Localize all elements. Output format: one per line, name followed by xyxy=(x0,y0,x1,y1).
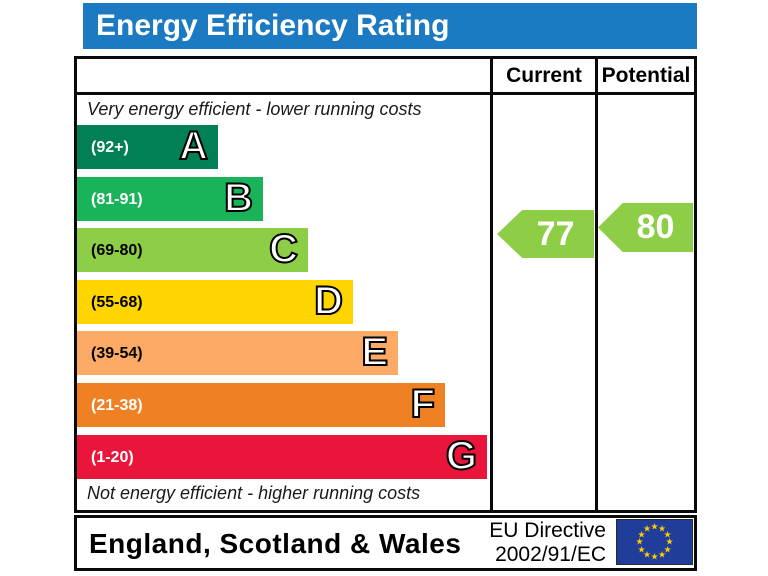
region-label: England, Scotland & Wales xyxy=(89,528,462,559)
column-divider-current xyxy=(490,59,493,510)
band-e-range: (39-54) xyxy=(91,345,143,362)
eu-directive-line2: 2002/91/EC xyxy=(495,543,606,566)
eu-star-icon: ★ xyxy=(642,523,652,534)
eu-star-icon: ★ xyxy=(650,551,659,562)
eu-star-icon: ★ xyxy=(665,536,674,547)
eu-star-icon: ★ xyxy=(635,536,644,547)
band-e-letter: E xyxy=(360,329,389,375)
column-divider-potential xyxy=(595,59,598,510)
band-b-range: (81-91) xyxy=(91,191,143,208)
band-e: (39-54) E xyxy=(77,329,398,375)
band-a-letter: A xyxy=(178,123,209,169)
page-title: Energy Efficiency Rating xyxy=(83,3,697,49)
eu-star-icon: ★ xyxy=(663,544,672,554)
band-f-range: (21-38) xyxy=(91,397,143,414)
eu-directive-label: EU Directive 2002/91/EC xyxy=(489,519,606,567)
eu-star-icon: ★ xyxy=(642,549,652,560)
eu-star-icon: ★ xyxy=(657,549,667,560)
band-c-range: (69-80) xyxy=(91,242,143,259)
band-d-letter: D xyxy=(313,278,344,324)
band-c: (69-80) C xyxy=(77,226,308,272)
band-f: (21-38) F xyxy=(77,381,445,427)
footer: England, Scotland & Wales EU Directive 2… xyxy=(74,515,697,571)
band-d-range: (55-68) xyxy=(91,294,143,311)
band-g-range: (1-20) xyxy=(91,449,134,466)
rating-table: Current Potential Very energy efficient … xyxy=(74,56,697,513)
caption-not-efficient: Not energy efficient - higher running co… xyxy=(87,483,421,503)
band-a-range: (92+) xyxy=(91,139,129,156)
eu-directive-line1: EU Directive xyxy=(489,519,606,542)
band-b-letter: B xyxy=(223,175,254,221)
potential-rating-value: 80 xyxy=(636,208,675,246)
header-divider xyxy=(77,92,694,95)
band-g: (1-20) G xyxy=(77,433,487,479)
eu-star-icon: ★ xyxy=(650,521,659,532)
potential-column-header: Potential xyxy=(601,64,691,87)
eu-star-icon: ★ xyxy=(663,529,672,539)
band-g-letter: G xyxy=(445,433,478,479)
current-rating-value: 77 xyxy=(536,214,575,253)
current-column-header: Current xyxy=(506,64,582,87)
band-d: (55-68) D xyxy=(77,278,353,324)
band-c-letter: C xyxy=(268,226,299,272)
eu-star-icon: ★ xyxy=(637,544,646,554)
eu-star-icon: ★ xyxy=(657,523,667,534)
band-f-letter: F xyxy=(410,381,436,427)
band-b: (81-91) B xyxy=(77,175,263,221)
eu-star-icon: ★ xyxy=(637,529,646,539)
caption-very-efficient: Very energy efficient - lower running co… xyxy=(87,99,422,119)
band-a: (92+) A xyxy=(77,123,218,169)
eu-flag: ★ ★ ★ ★ ★ ★ ★ ★ ★ ★ ★ ★ xyxy=(616,519,693,565)
